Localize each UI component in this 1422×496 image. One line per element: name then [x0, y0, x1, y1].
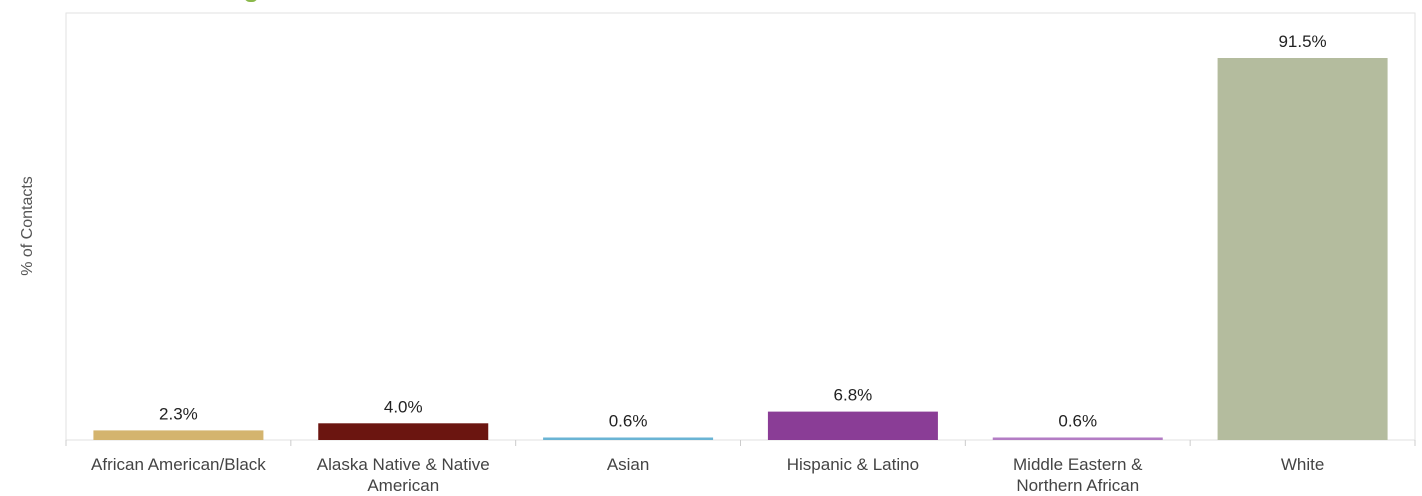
data-label: 6.8% — [834, 386, 873, 405]
x-tick-label: Alaska Native & Native — [317, 455, 490, 474]
data-label: 0.6% — [609, 411, 648, 430]
x-tick-label: White — [1281, 455, 1324, 474]
y-axis-label: % of Contacts — [19, 176, 36, 276]
bar — [1217, 58, 1388, 440]
bar — [543, 437, 714, 440]
bar — [767, 411, 938, 440]
data-label: 0.6% — [1058, 411, 1097, 430]
data-label: 2.3% — [159, 404, 198, 423]
bar — [318, 423, 489, 440]
x-tick-label: Asian — [607, 455, 650, 474]
x-tick-label: Hispanic & Latino — [787, 455, 919, 474]
plot-frame — [65, 12, 1416, 441]
data-label: 4.0% — [384, 397, 423, 416]
data-label: 91.5% — [1278, 32, 1326, 51]
x-tick-label: African American/Black — [91, 455, 266, 474]
bar — [93, 430, 264, 440]
x-tick-label: Middle Eastern & — [1013, 455, 1143, 474]
x-tick-label: American — [367, 476, 439, 495]
bar — [992, 437, 1163, 440]
x-tick-label: Northern African — [1016, 476, 1139, 495]
bars-group: 2.3% African American/Black 4.0% Alaska Nat… — [65, 32, 1416, 495]
title-fragment — [244, 0, 258, 2]
